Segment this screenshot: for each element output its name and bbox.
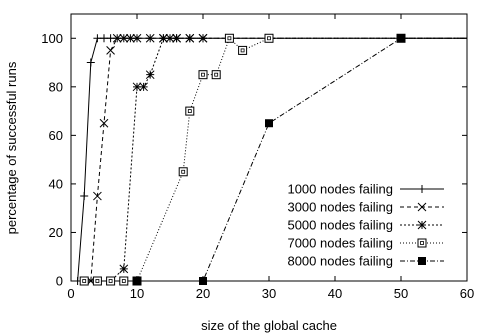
data-point: [238, 45, 248, 55]
data-point: [211, 70, 221, 80]
data-point: [99, 118, 109, 128]
data-point: [417, 202, 427, 212]
data-point-inner: [214, 72, 219, 77]
data-point: [185, 33, 195, 43]
x-tick-label: 40: [328, 286, 342, 301]
series-line-2: [84, 37, 467, 282]
data-point: [172, 33, 181, 43]
series-lines: [77, 37, 467, 282]
legend-label: 5000 nodes failing: [287, 218, 393, 233]
data-point: [106, 46, 115, 55]
y-tick-label: 20: [49, 225, 63, 240]
legend-entry-2: 3000 nodes failing: [287, 200, 444, 215]
legend: 1000 nodes failing 3000 nodes failing 5000…: [287, 182, 444, 269]
data-point-inner: [420, 241, 424, 245]
data-point: [417, 238, 427, 248]
data-point: [199, 277, 207, 285]
data-point: [417, 220, 427, 230]
data-point: [93, 191, 102, 201]
x-tick-label: 50: [394, 286, 408, 301]
data-point: [159, 33, 168, 43]
data-point: [264, 33, 274, 43]
data-point: [418, 257, 426, 265]
data-point: [86, 58, 95, 67]
data-point: [119, 264, 129, 274]
data-point: [112, 33, 122, 43]
legend-entry-3: 5000 nodes failing: [287, 218, 444, 233]
data-point: [133, 277, 141, 285]
data-point: [139, 82, 148, 92]
x-tick-label: 20: [196, 286, 210, 301]
data-point: [80, 192, 89, 201]
data-point-inner: [121, 279, 126, 283]
y-tick-label: 80: [49, 79, 63, 94]
data-point: [126, 33, 135, 43]
data-point: [198, 33, 208, 43]
x-tick-label: 0: [67, 286, 74, 301]
data-point: [224, 33, 234, 43]
data-point: [178, 167, 188, 177]
series-line-1: [77, 37, 467, 282]
data-point: [145, 70, 155, 80]
data-point-inner: [108, 279, 113, 283]
legend-label: 7000 nodes failing: [287, 236, 393, 251]
legend-label: 8000 nodes failing: [287, 254, 393, 269]
y-tick-label: 0: [56, 274, 63, 289]
data-point: [79, 276, 89, 286]
data-point-inner: [187, 109, 192, 113]
y-tick-label: 100: [41, 31, 63, 46]
data-point-inner: [95, 279, 100, 283]
series-markers-5: [133, 34, 405, 285]
data-point: [397, 34, 405, 43]
data-point: [132, 82, 142, 92]
y-tick-label: 60: [49, 128, 63, 143]
data-point: [165, 33, 175, 43]
data-point: [119, 276, 129, 286]
data-point: [106, 276, 116, 286]
data-point: [145, 33, 155, 43]
legend-entry-1: 1000 nodes failing: [287, 182, 444, 197]
data-point-inner: [227, 36, 232, 41]
plot-border: [70, 13, 468, 282]
plot-frame: [70, 13, 468, 282]
data-point-inner: [181, 169, 186, 174]
data-point-inner: [82, 279, 87, 283]
axis-ticks: 0 10 20 30 40 50 60 0 20 40 60 80 100: [41, 14, 474, 301]
x-tick-label: 10: [130, 286, 144, 301]
data-point: [92, 276, 102, 286]
data-point: [418, 185, 426, 193]
legend-entry-5: 8000 nodes failing: [287, 254, 444, 269]
data-point: [119, 33, 129, 43]
data-point: [198, 70, 208, 80]
y-axis-label: percentage of successful runs: [4, 61, 19, 234]
series-line-3: [84, 37, 467, 282]
x-tick-label: 60: [460, 286, 474, 301]
data-point: [132, 33, 142, 43]
x-axis-label: size of the global cache: [201, 318, 337, 333]
legend-entry-4: 7000 nodes failing: [287, 236, 444, 251]
data-point-inner: [267, 36, 271, 41]
series-markers: [73, 33, 406, 286]
series-line-4: [84, 37, 467, 282]
legend-label: 1000 nodes failing: [287, 182, 393, 197]
data-point-inner: [240, 48, 245, 53]
data-point: [185, 106, 195, 116]
data-point-inner: [201, 72, 205, 77]
x-tick-label: 30: [262, 286, 276, 301]
y-tick-label: 40: [49, 176, 63, 191]
data-point: [265, 119, 273, 128]
legend-label: 3000 nodes failing: [287, 200, 393, 215]
